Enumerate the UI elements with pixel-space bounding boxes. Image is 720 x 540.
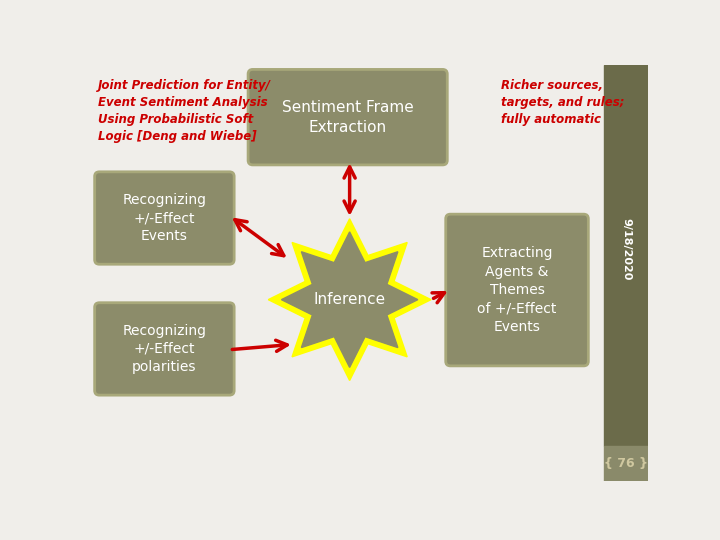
Bar <box>604 446 648 481</box>
FancyBboxPatch shape <box>94 303 234 395</box>
Text: Extracting
Agents &
Themes
of +/-Effect
Events: Extracting Agents & Themes of +/-Effect … <box>477 246 557 334</box>
Text: Inference: Inference <box>314 292 386 307</box>
FancyBboxPatch shape <box>248 70 447 165</box>
Text: Richer sources,
targets, and rules;
fully automatic: Richer sources, targets, and rules; full… <box>500 79 624 126</box>
Polygon shape <box>269 219 431 381</box>
Bar <box>604 65 648 446</box>
Polygon shape <box>282 232 418 367</box>
FancyBboxPatch shape <box>94 172 234 264</box>
Text: Sentiment Frame
Extraction: Sentiment Frame Extraction <box>282 100 413 134</box>
Text: 9/18/2020: 9/18/2020 <box>621 218 631 281</box>
FancyBboxPatch shape <box>446 214 588 366</box>
Text: Joint Prediction for Entity/
Event Sentiment Analysis
Using Probabilistic Soft
L: Joint Prediction for Entity/ Event Senti… <box>98 79 271 143</box>
Text: Recognizing
+/-Effect
polarities: Recognizing +/-Effect polarities <box>122 323 207 374</box>
Text: Recognizing
+/-Effect
Events: Recognizing +/-Effect Events <box>122 193 207 244</box>
Text: { 76 }: { 76 } <box>604 457 648 470</box>
